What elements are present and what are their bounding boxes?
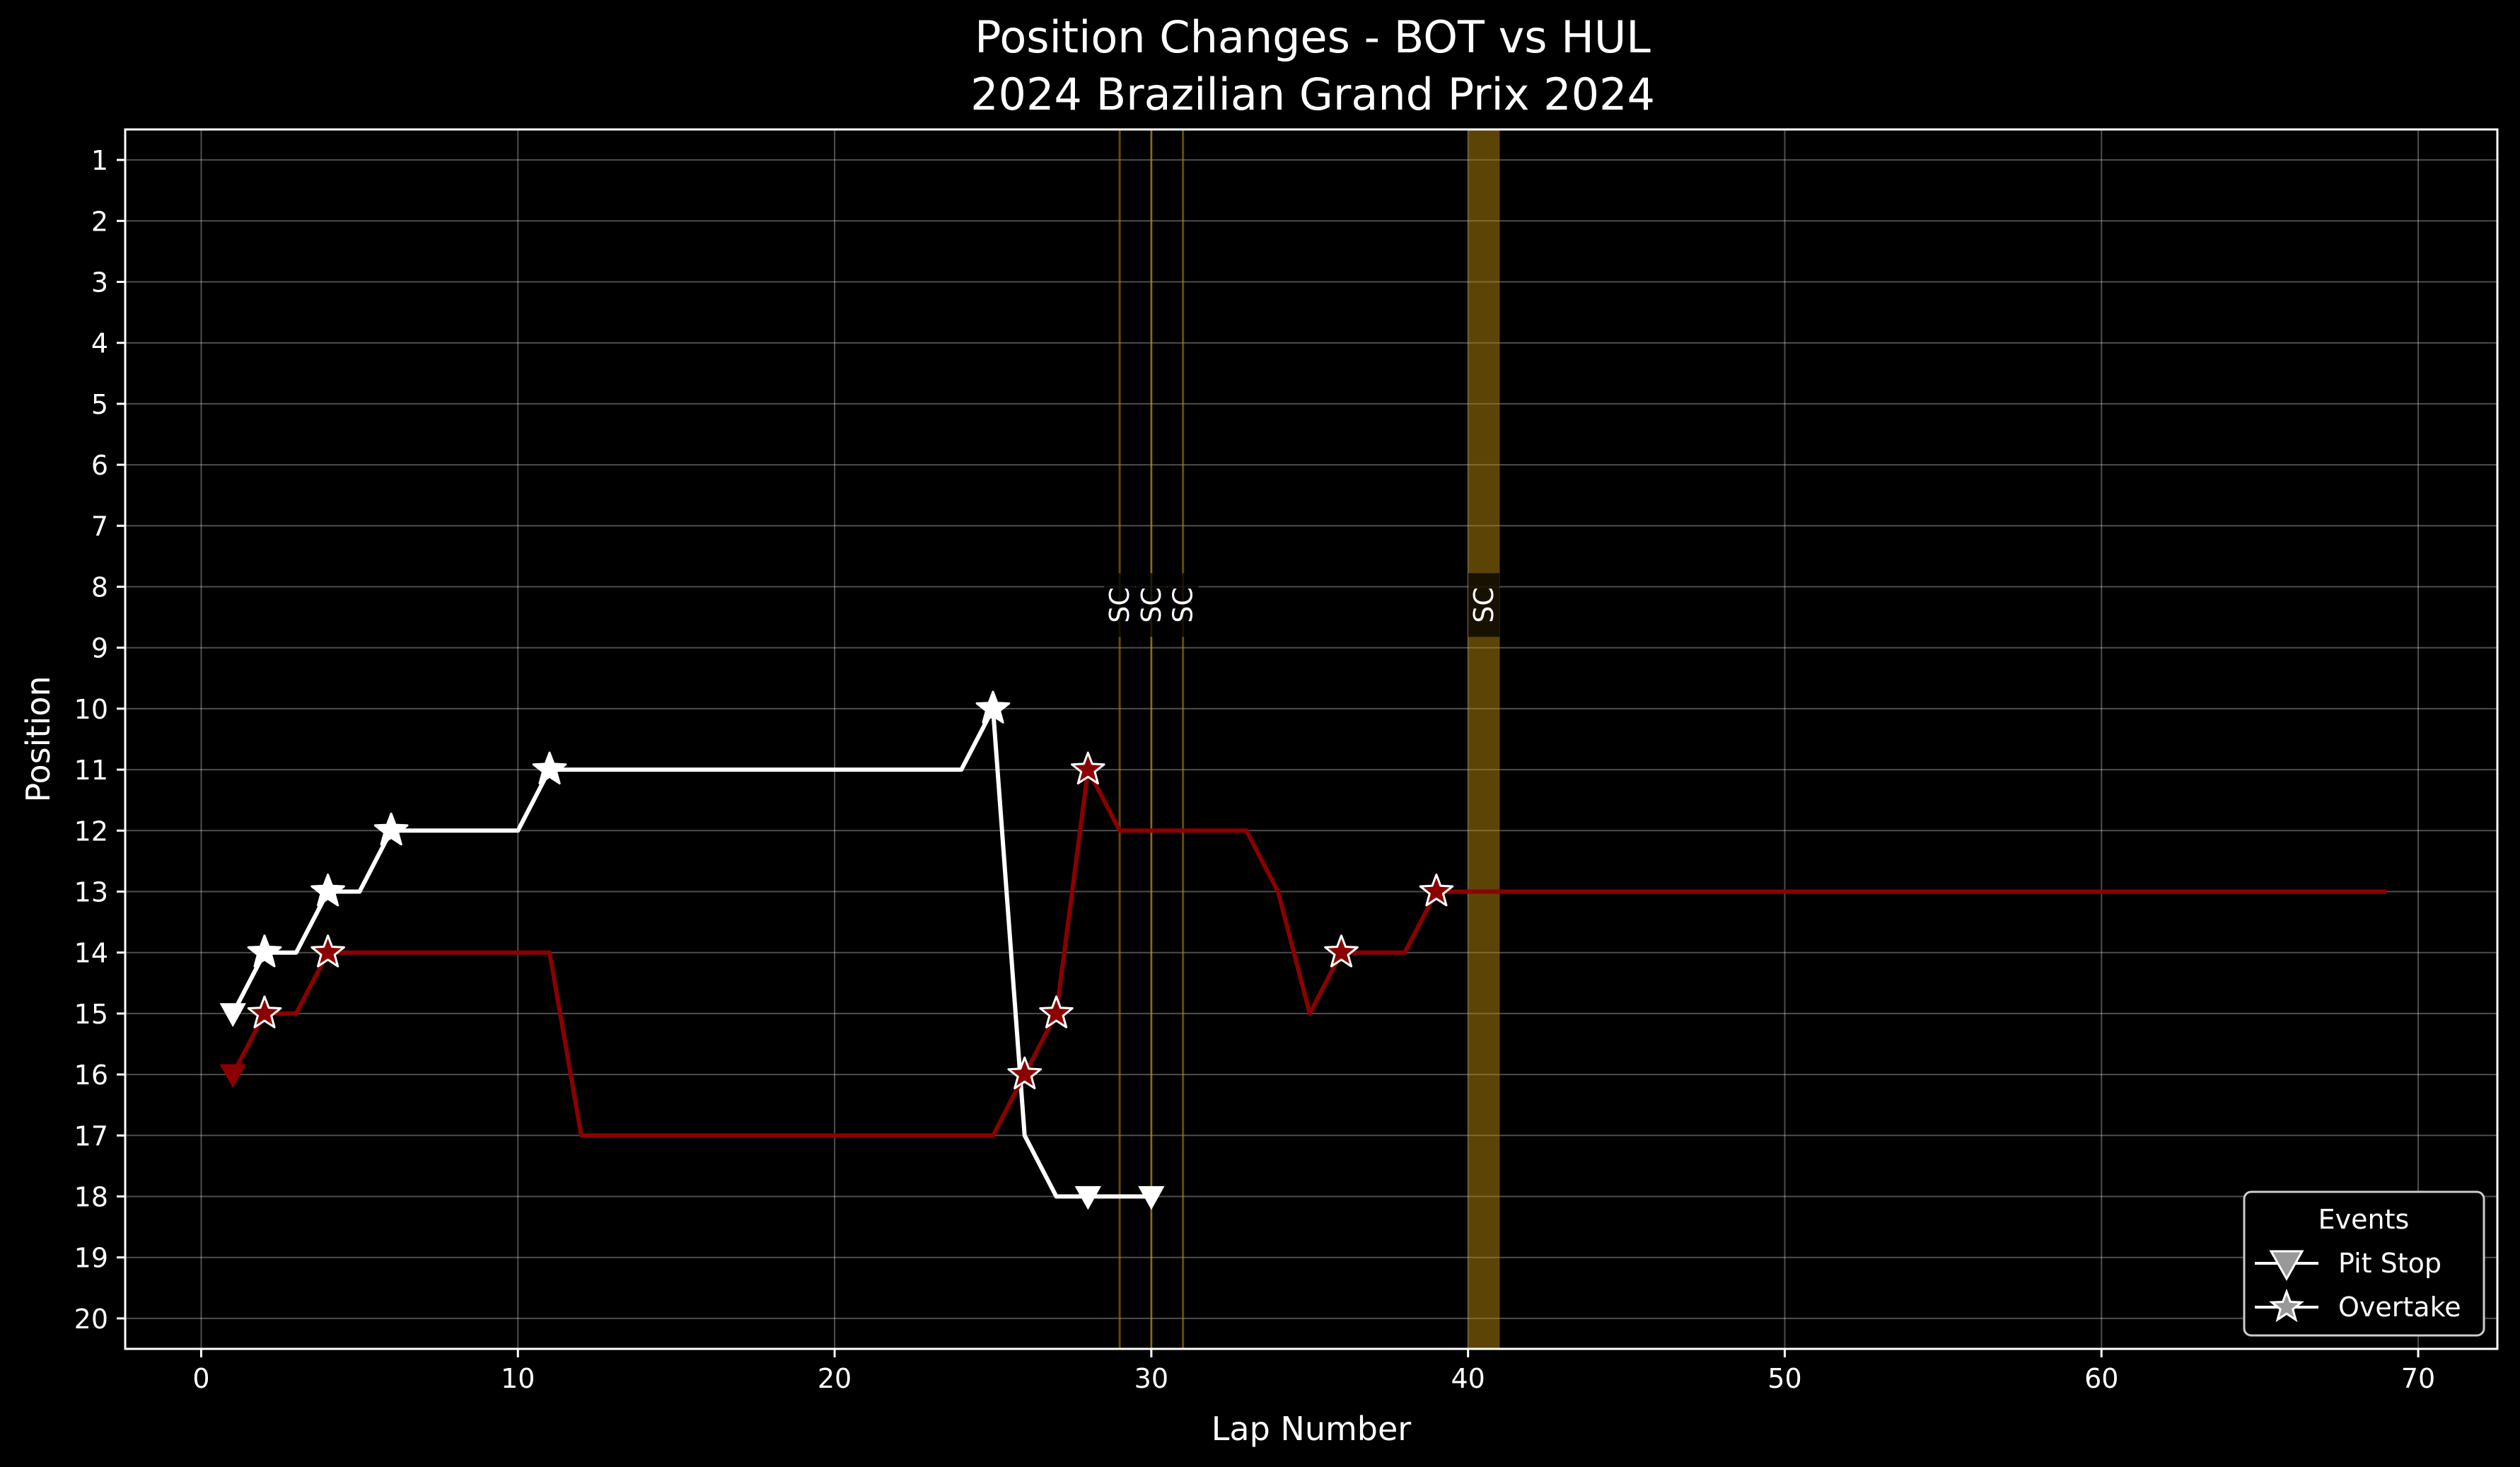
x-tick-label: 10 bbox=[501, 1363, 535, 1394]
y-tick-label: 19 bbox=[74, 1243, 108, 1274]
safety-car-band bbox=[1468, 129, 1500, 1349]
overtake-marker bbox=[1039, 995, 1074, 1028]
y-tick-label: 16 bbox=[74, 1060, 108, 1091]
x-tick-label: 40 bbox=[1451, 1363, 1485, 1394]
legend-label-pit-stop: Pit Stop bbox=[2338, 1248, 2441, 1279]
chart-subtitle: 2024 Brazilian Grand Prix 2024 bbox=[970, 69, 1655, 120]
y-tick-label: 14 bbox=[74, 938, 108, 969]
y-tick-label: 1 bbox=[91, 145, 108, 176]
overtake-marker bbox=[1007, 1056, 1043, 1089]
overtake-marker bbox=[975, 690, 1011, 724]
safety-car-label-bg bbox=[1167, 573, 1199, 637]
safety-car-label-bg bbox=[1104, 573, 1136, 637]
safety-car-label-bg bbox=[1468, 573, 1500, 637]
series-line-1 bbox=[231, 767, 2387, 1138]
legend-box bbox=[2243, 1190, 2485, 1337]
x-axis-ticks: 0 10 20 30 40 50 60 70 bbox=[192, 1349, 2435, 1394]
overtake-marker bbox=[247, 934, 282, 968]
y-tick-label: 11 bbox=[74, 755, 108, 786]
legend-triangle-icon bbox=[2269, 1250, 2304, 1282]
y-tick-label: 7 bbox=[91, 511, 108, 542]
y-tick-label: 5 bbox=[91, 389, 108, 420]
pit-stop-marker bbox=[1138, 1185, 1165, 1210]
safety-car-label: SC bbox=[1104, 587, 1135, 623]
y-tick-label: 12 bbox=[74, 816, 108, 847]
y-tick-label: 6 bbox=[91, 450, 108, 481]
safety-car-label: SC bbox=[1168, 587, 1199, 623]
legend-star-icon bbox=[2269, 1288, 2304, 1323]
plot-frame bbox=[124, 128, 2499, 1350]
legend-label-overtake: Overtake bbox=[2338, 1292, 2461, 1323]
chart-title: Position Changes - BOT vs HUL bbox=[975, 11, 1651, 63]
legend-title: Events bbox=[2318, 1204, 2410, 1235]
overtake-marker bbox=[247, 995, 282, 1028]
y-tick-label: 15 bbox=[74, 999, 108, 1030]
y-tick-label: 3 bbox=[91, 267, 108, 298]
event-markers bbox=[219, 690, 1454, 1210]
y-tick-label: 13 bbox=[74, 877, 108, 908]
x-tick-label: 50 bbox=[1767, 1363, 1801, 1394]
overtake-marker bbox=[1071, 751, 1105, 784]
y-tick-label: 17 bbox=[74, 1120, 108, 1152]
x-tick-label: 60 bbox=[2084, 1363, 2118, 1394]
legend: Events Pit Stop Overtake bbox=[2243, 1190, 2485, 1337]
x-tick-label: 70 bbox=[2401, 1363, 2435, 1394]
y-tick-label: 18 bbox=[74, 1182, 108, 1213]
overtake-marker bbox=[532, 751, 567, 784]
safety-car-label-bg bbox=[1135, 573, 1167, 637]
pit-stop-marker bbox=[1074, 1185, 1101, 1210]
x-tick-label: 30 bbox=[1134, 1363, 1168, 1394]
x-tick-label: 20 bbox=[818, 1363, 852, 1394]
overtake-marker bbox=[373, 812, 409, 846]
pit-stop-marker bbox=[219, 1003, 246, 1027]
y-tick-label: 20 bbox=[74, 1304, 108, 1335]
grid bbox=[125, 129, 2497, 1349]
y-tick-label: 10 bbox=[74, 694, 108, 725]
y-tick-label: 9 bbox=[91, 633, 108, 664]
overtake-marker bbox=[1324, 934, 1359, 968]
x-tick-label: 0 bbox=[192, 1363, 209, 1394]
x-axis-label: Lap Number bbox=[1212, 1410, 1412, 1448]
y-tick-label: 8 bbox=[91, 572, 108, 603]
safety-car-markers: SC SC SC SC bbox=[1104, 129, 1500, 1349]
pit-stop-marker bbox=[219, 1064, 246, 1089]
overtake-marker bbox=[1419, 874, 1454, 907]
y-tick-label: 4 bbox=[91, 328, 108, 359]
overtake-marker bbox=[310, 934, 345, 968]
safety-car-label: SC bbox=[1136, 587, 1167, 623]
y-tick-label: 2 bbox=[91, 206, 108, 237]
safety-car-label: SC bbox=[1468, 587, 1499, 623]
overtake-marker bbox=[310, 874, 345, 907]
y-axis-label: Position bbox=[19, 675, 57, 802]
